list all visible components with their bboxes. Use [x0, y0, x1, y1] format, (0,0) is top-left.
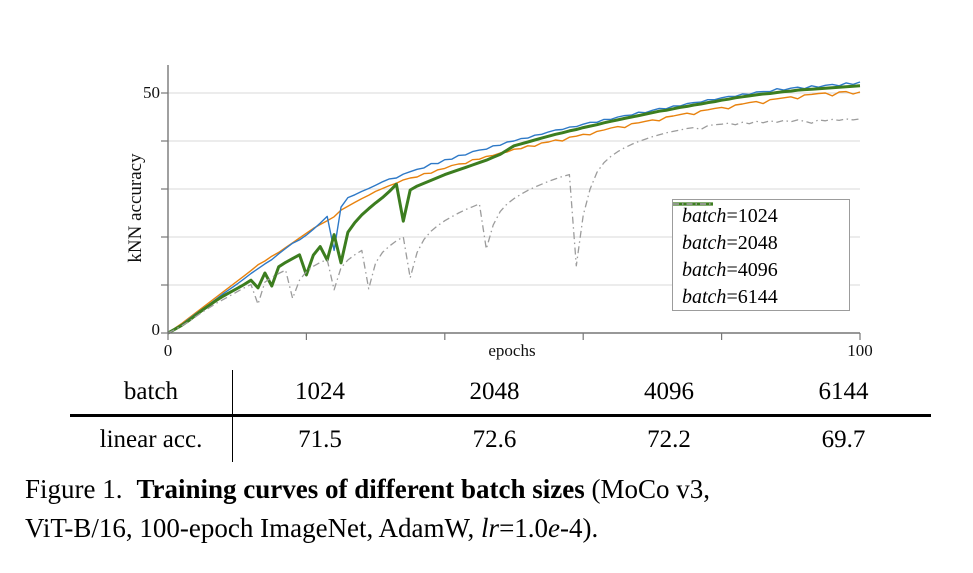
legend: batch=1024 batch=2048 batch=4096 batch=6… — [672, 199, 850, 311]
legend-label: batch=1024 — [682, 205, 778, 227]
table-header-batch: batch — [70, 370, 233, 417]
caption-bold-title: Training curves of different batch sizes — [136, 474, 585, 504]
x-tick-label-100: 100 — [847, 341, 873, 360]
table-col-6144: 6144 — [756, 370, 931, 417]
caption-figure-label: Figure 1. — [25, 474, 123, 504]
x-axis-title: epochs — [488, 341, 536, 360]
data-curves — [167, 81, 861, 335]
table-col-4096: 4096 — [582, 370, 756, 417]
figure-caption: Figure 1. Training curves of different ba… — [25, 470, 955, 548]
table-value-2048: 72.6 — [472, 425, 517, 453]
y-tick-label-50: 50 — [143, 83, 160, 102]
table-value-6144: 69.7 — [821, 425, 866, 453]
curve-batch-2048 — [167, 81, 861, 334]
y-axis-title: kNN accuracy — [125, 153, 146, 263]
caption-line-1: Figure 1. Training curves of different ba… — [25, 470, 955, 509]
legend-item-batch-2048: batch=2048 — [673, 203, 849, 257]
table-value-1024: 71.5 — [298, 425, 342, 453]
y-tick-label-0: 0 — [151, 320, 161, 339]
legend-label: batch=2048 — [682, 232, 778, 254]
caption-line-2: ViT-B/16, 100-epoch ImageNet, AdamW, lr=… — [25, 513, 599, 543]
table-value-4096: 72.2 — [647, 425, 691, 453]
table-col-1024: 1024 — [233, 370, 407, 417]
training-curves-chart: 50 0 0 100 epochs kNN accuracy batch=102… — [125, 65, 873, 360]
legend-line-sample-green — [673, 202, 713, 206]
table-col-2048: 2048 — [407, 370, 582, 417]
legend-item-batch-6144: batch=6144 — [673, 203, 849, 311]
legend-label: batch=4096 — [682, 259, 778, 281]
legend-item-batch-4096: batch=4096 — [673, 202, 849, 284]
table-row-label-linear-acc: linear acc. — [70, 417, 233, 462]
caption-line1-tail: (MoCo v3, — [591, 474, 710, 504]
legend-line-sample-gray — [673, 203, 713, 205]
curve-batch-4096 — [167, 84, 861, 335]
x-tick-label-0: 0 — [163, 341, 173, 360]
caption-e-italic: e — [548, 513, 561, 543]
axes-spines — [167, 65, 860, 334]
y-tick-marks — [161, 92, 168, 334]
chart-canvas — [161, 65, 861, 340]
curve-batch-6144 — [167, 118, 861, 334]
results-table: batch 1024 2048 4096 6144 linear acc. 71… — [70, 370, 931, 462]
caption-lr-italic: lr — [481, 513, 500, 543]
x-tick-marks — [167, 333, 861, 340]
curve-batch-1024 — [167, 90, 861, 334]
legend-label: batch=6144 — [682, 286, 778, 308]
